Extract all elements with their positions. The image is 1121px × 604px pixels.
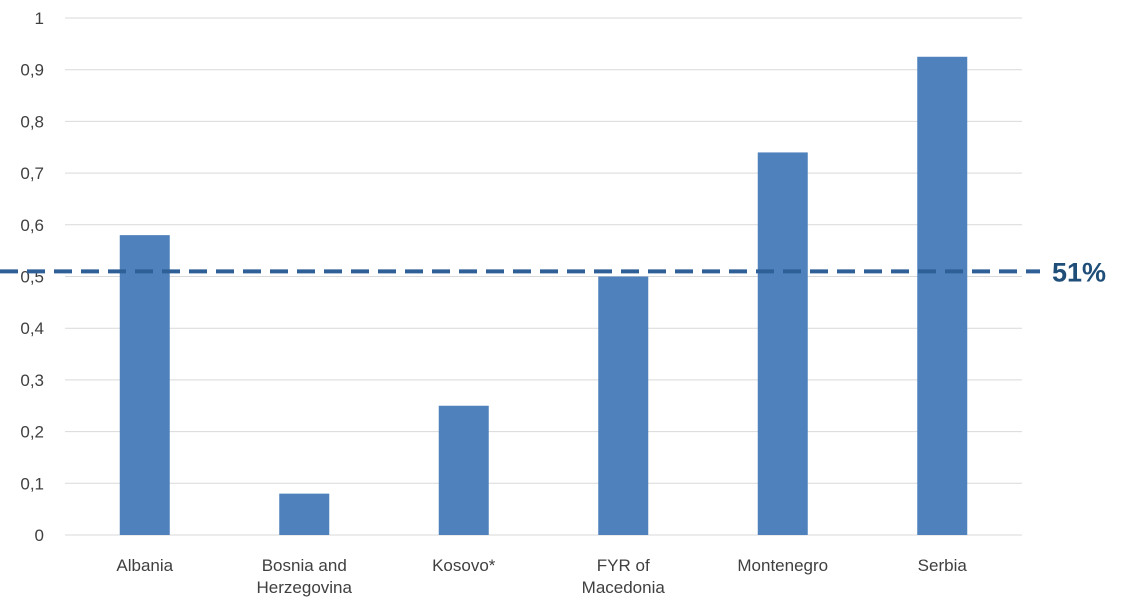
- bar: [119, 235, 170, 535]
- y-axis-tick-labels: 00,10,20,30,40,50,60,70,80,91: [20, 9, 44, 545]
- x-category-label: Albania: [116, 556, 173, 575]
- x-category-label: Kosovo*: [432, 556, 496, 575]
- y-tick-label: 0,2: [20, 423, 44, 442]
- x-category-label: Serbia: [918, 556, 968, 575]
- bar: [757, 152, 808, 536]
- x-category-label: Bosnia and Herzegovina: [257, 556, 353, 597]
- bar: [598, 276, 649, 535]
- y-tick-label: 0,7: [20, 164, 44, 183]
- y-tick-label: 0,6: [20, 216, 44, 235]
- x-axis-category-labels: Albania Bosnia and Herzegovina Kosovo* FYR o…: [116, 556, 967, 597]
- bar: [279, 493, 330, 535]
- bar: [438, 405, 489, 535]
- bar: [917, 56, 968, 536]
- reference-line-group: 51%: [0, 257, 1106, 287]
- gridlines: [65, 17, 1022, 536]
- reference-line-label: 51%: [1052, 257, 1106, 287]
- bars: [119, 56, 968, 536]
- y-tick-label: 0,4: [20, 319, 44, 338]
- x-category-label: FYR of Macedonia: [582, 556, 666, 597]
- y-tick-label: 0,8: [20, 112, 44, 131]
- x-category-label: Montenegro: [737, 556, 828, 575]
- y-tick-label: 1: [35, 9, 44, 28]
- y-tick-label: 0,9: [20, 61, 44, 80]
- y-tick-label: 0,3: [20, 371, 44, 390]
- y-tick-label: 0: [35, 526, 44, 545]
- y-tick-label: 0,1: [20, 474, 44, 493]
